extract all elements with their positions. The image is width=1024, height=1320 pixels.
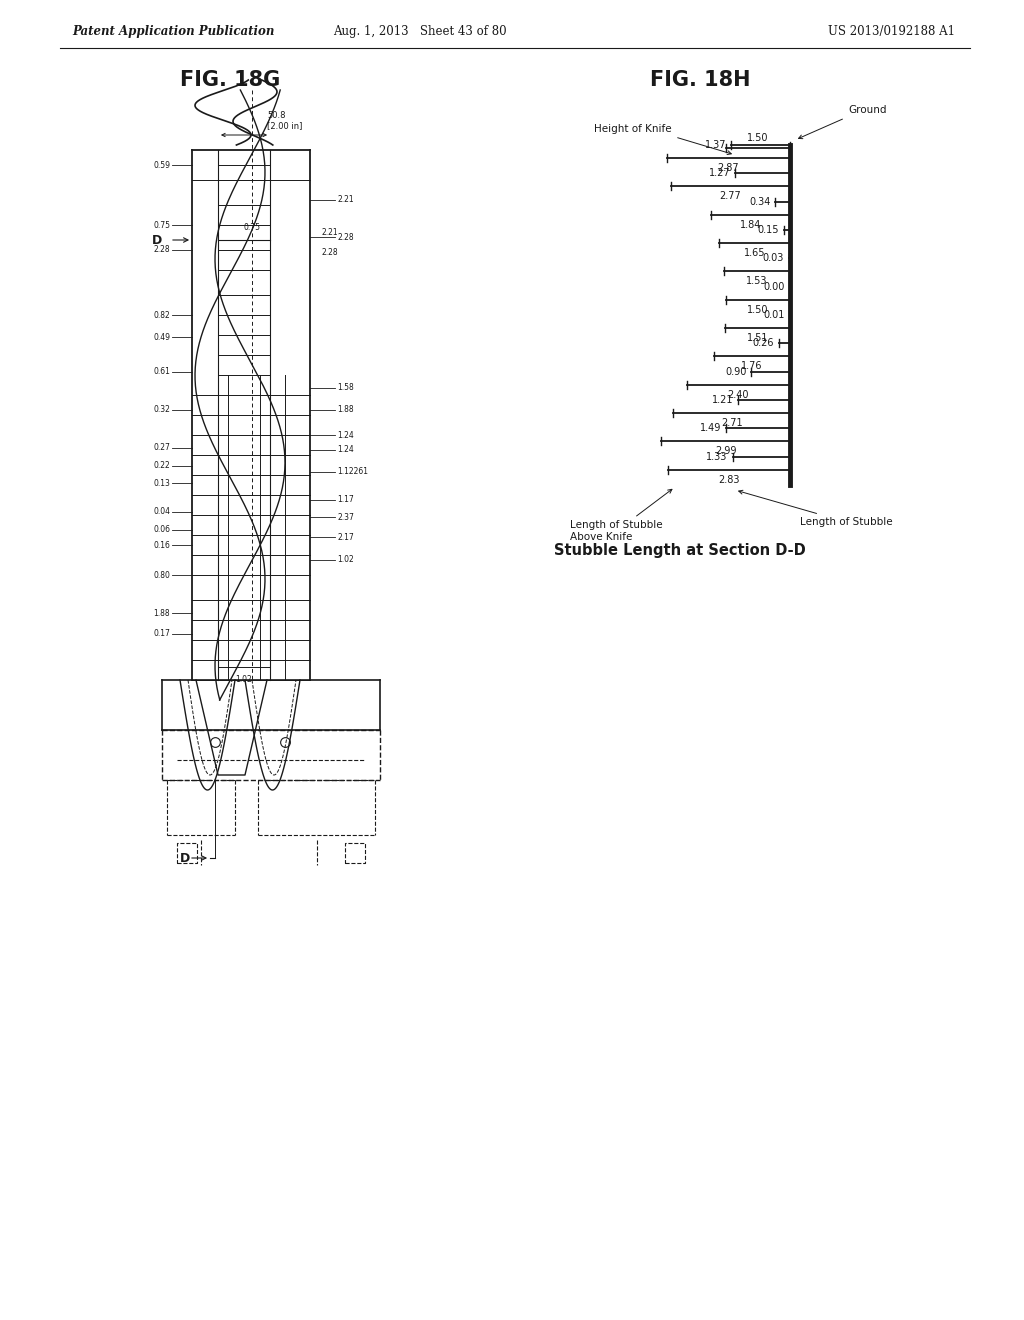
- Text: 0.90: 0.90: [725, 367, 746, 376]
- Text: 1.65: 1.65: [743, 248, 765, 257]
- Text: FIG. 18G: FIG. 18G: [180, 70, 281, 90]
- Text: 1.84: 1.84: [739, 219, 761, 230]
- Text: 2.21: 2.21: [322, 228, 339, 238]
- Text: 50.8
[2.00 in]: 50.8 [2.00 in]: [267, 111, 302, 129]
- Text: 0.27: 0.27: [154, 444, 170, 453]
- Text: 1.33: 1.33: [707, 451, 728, 462]
- Text: 0.00: 0.00: [764, 281, 785, 292]
- Text: 1.88: 1.88: [154, 609, 170, 618]
- Text: Length of Stubble: Length of Stubble: [738, 490, 893, 527]
- Text: 0.75: 0.75: [153, 220, 170, 230]
- Text: 1.50: 1.50: [746, 305, 768, 314]
- Text: D: D: [180, 851, 190, 865]
- Text: 1.88: 1.88: [337, 405, 353, 414]
- Text: 2.28: 2.28: [337, 232, 353, 242]
- Text: D: D: [152, 234, 162, 247]
- Text: 1.02: 1.02: [337, 556, 353, 565]
- Text: 0.15: 0.15: [757, 224, 778, 235]
- Text: 0.80: 0.80: [154, 570, 170, 579]
- Text: 1.27: 1.27: [709, 169, 730, 178]
- Text: 0.01: 0.01: [763, 310, 784, 319]
- Text: Height of Knife: Height of Knife: [594, 124, 672, 133]
- Text: Length of Stubble
Above Knife: Length of Stubble Above Knife: [570, 490, 672, 543]
- Text: 2.87: 2.87: [718, 162, 739, 173]
- Text: US 2013/0192188 A1: US 2013/0192188 A1: [828, 25, 955, 38]
- Text: Ground: Ground: [848, 106, 887, 115]
- Text: 1.24: 1.24: [337, 446, 353, 454]
- Text: 2.71: 2.71: [721, 418, 742, 428]
- Text: 2.28: 2.28: [154, 246, 170, 255]
- Text: 1.53: 1.53: [746, 276, 768, 286]
- Text: 2.77: 2.77: [720, 191, 741, 201]
- Text: 1.50: 1.50: [746, 133, 768, 143]
- Text: 0.17: 0.17: [154, 630, 170, 639]
- Text: 0.03: 0.03: [762, 253, 783, 263]
- Text: 1.21: 1.21: [712, 395, 733, 405]
- Text: 2.99: 2.99: [715, 446, 736, 457]
- Text: 0.16: 0.16: [154, 540, 170, 549]
- Text: Patent Application Publication: Patent Application Publication: [72, 25, 274, 38]
- Text: 1.02: 1.02: [236, 675, 252, 684]
- Text: Aug. 1, 2013   Sheet 43 of 80: Aug. 1, 2013 Sheet 43 of 80: [333, 25, 507, 38]
- Text: 0.75: 0.75: [244, 223, 260, 232]
- Text: 1.76: 1.76: [741, 362, 763, 371]
- Text: 1.58: 1.58: [337, 384, 353, 392]
- Text: 2.83: 2.83: [719, 475, 740, 484]
- Text: 0.61: 0.61: [154, 367, 170, 376]
- Text: 0.32: 0.32: [154, 405, 170, 414]
- Text: 1.24: 1.24: [337, 430, 353, 440]
- Text: 0.26: 0.26: [753, 338, 774, 348]
- Text: 1.49: 1.49: [699, 424, 721, 433]
- Text: 0.13: 0.13: [154, 479, 170, 487]
- Text: 1.37: 1.37: [705, 140, 726, 150]
- Text: 0.06: 0.06: [153, 525, 170, 535]
- Text: Stubble Length at Section D-D: Stubble Length at Section D-D: [554, 543, 806, 557]
- Text: 0.34: 0.34: [749, 197, 770, 207]
- Text: 1.17: 1.17: [337, 495, 353, 504]
- Text: 2.17: 2.17: [337, 532, 353, 541]
- Text: 1.51: 1.51: [746, 333, 768, 343]
- Text: 2.28: 2.28: [322, 248, 339, 257]
- Text: 2.37: 2.37: [337, 512, 354, 521]
- Text: 0.04: 0.04: [153, 507, 170, 516]
- Text: 0.82: 0.82: [154, 310, 170, 319]
- Text: 1.12261: 1.12261: [337, 467, 368, 477]
- Text: 0.22: 0.22: [154, 462, 170, 470]
- Text: FIG. 18H: FIG. 18H: [650, 70, 751, 90]
- Text: 0.59: 0.59: [153, 161, 170, 169]
- Text: 0.49: 0.49: [153, 333, 170, 342]
- Text: 2.40: 2.40: [728, 389, 750, 400]
- Text: 2.21: 2.21: [337, 195, 353, 205]
